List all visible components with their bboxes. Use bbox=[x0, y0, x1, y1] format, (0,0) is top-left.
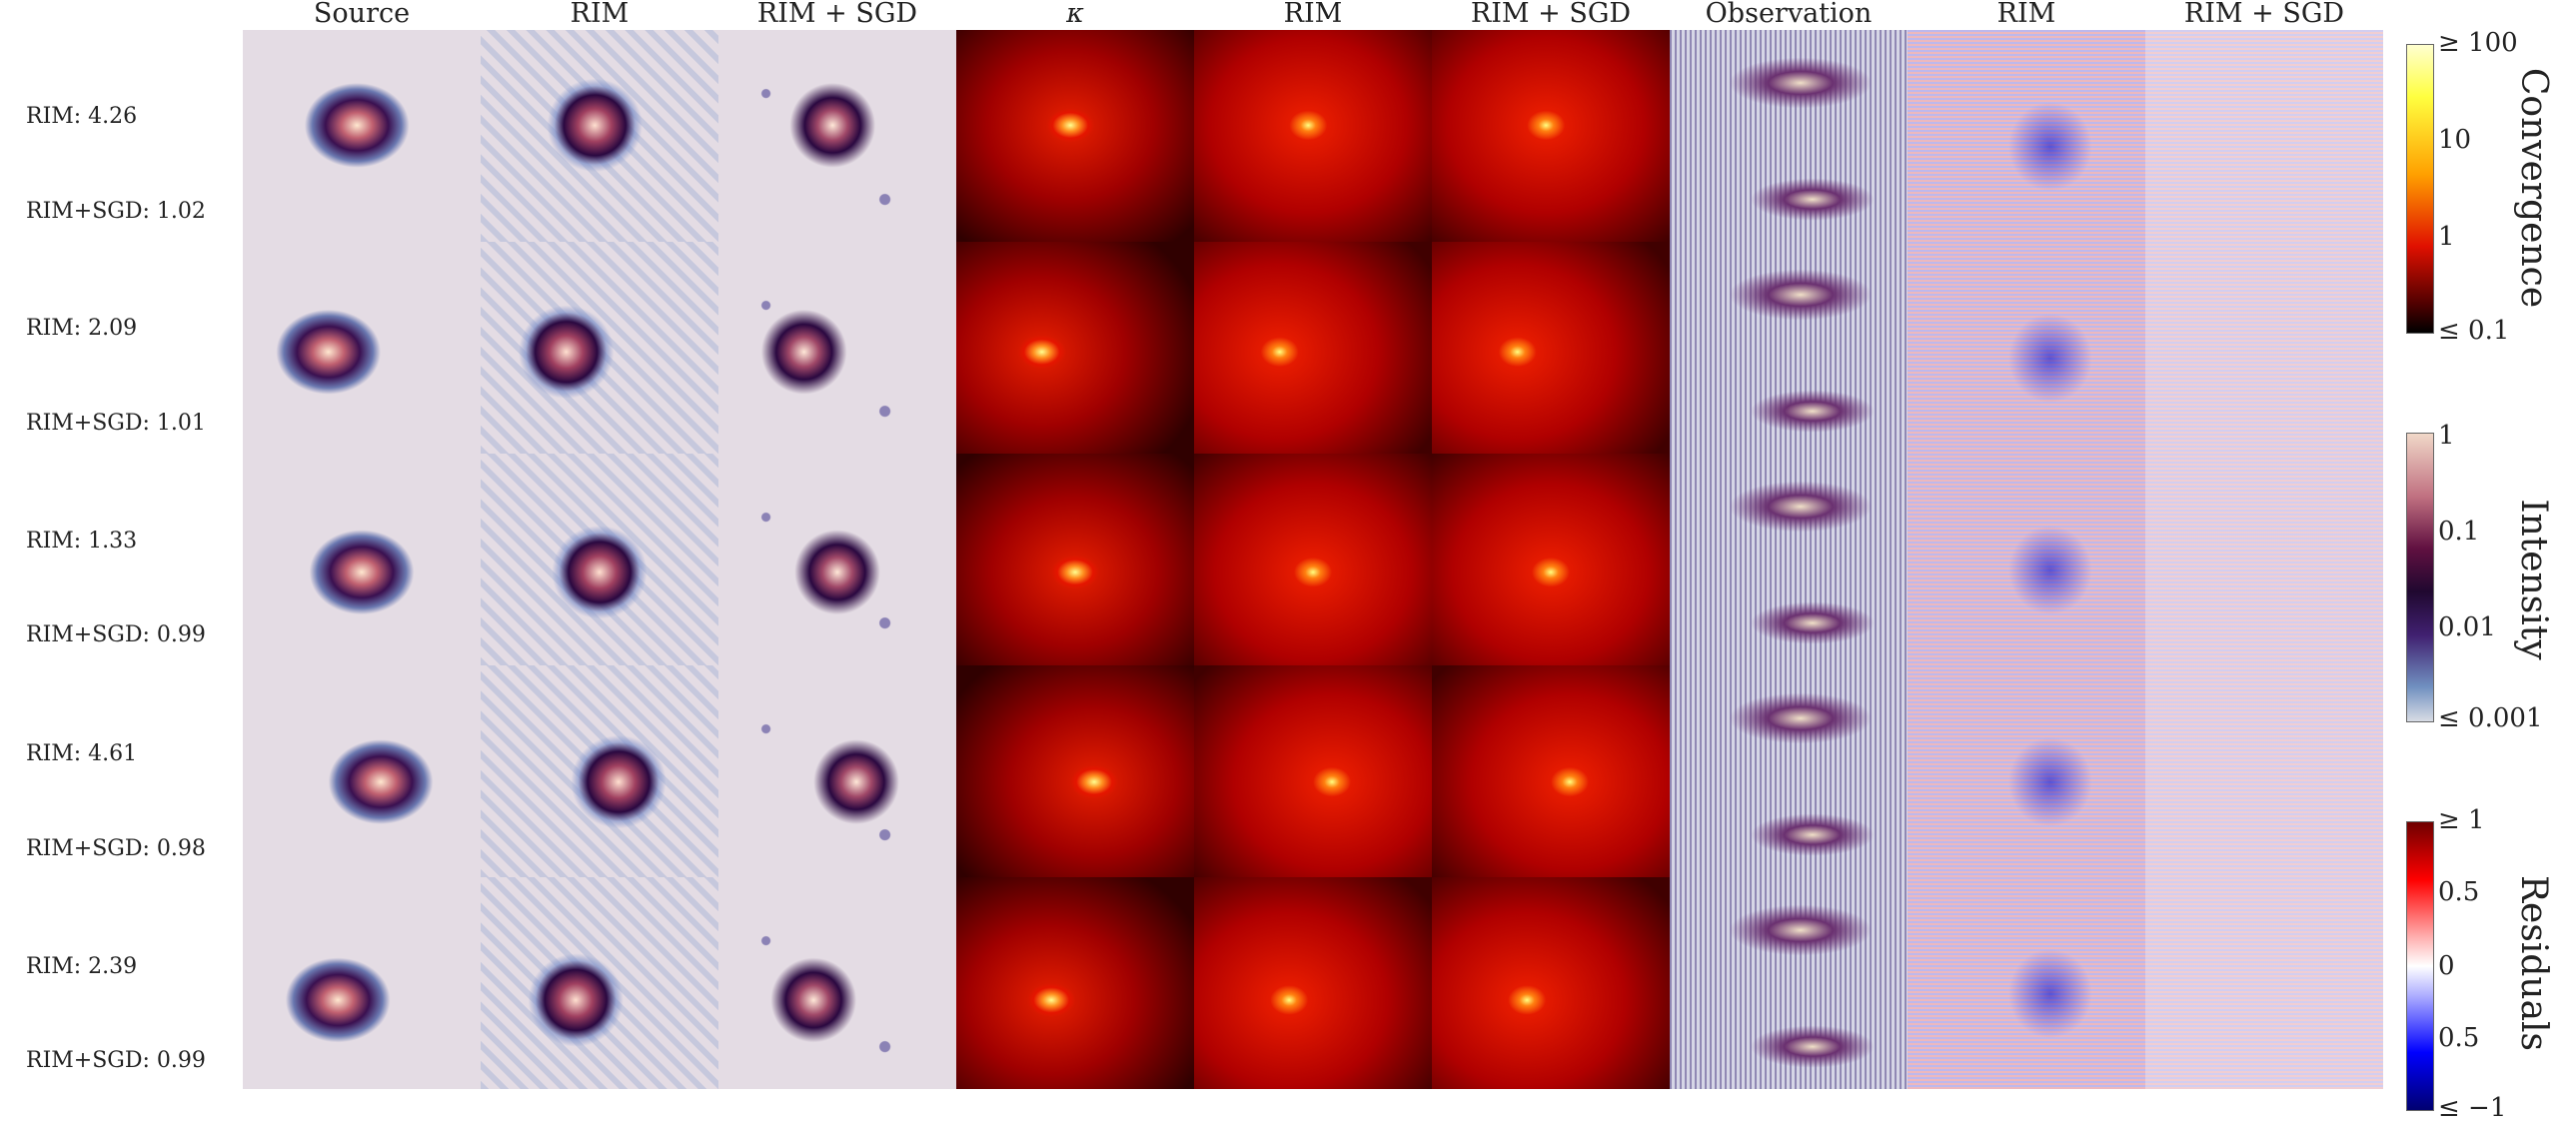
intensity-colorbar bbox=[2406, 433, 2434, 722]
row-4-rim-label: RIM: 4.61 bbox=[26, 741, 138, 766]
panel-row-2-rim-kappa bbox=[1194, 242, 1432, 454]
header-rim-kappa: RIM bbox=[1283, 0, 1343, 29]
panel-row-2-rimsgd-kappa bbox=[1432, 242, 1670, 454]
panel-row-5-rimsgd-source bbox=[718, 877, 956, 1089]
panel-row-1-rim-kappa bbox=[1194, 30, 1432, 242]
panel-row-1-observation bbox=[1670, 30, 1908, 242]
panel-row-4-rim-kappa bbox=[1194, 665, 1432, 877]
convergence-title: Convergence bbox=[2513, 67, 2554, 309]
panel-row-4-rimsgd-source bbox=[718, 665, 956, 877]
panel-row-4-rimsgd-kappa bbox=[1432, 665, 1670, 877]
header-rim-source: RIM bbox=[570, 0, 630, 29]
residuals-colorbar bbox=[2406, 821, 2434, 1111]
row-4-rimsgd-label: RIM+SGD: 0.98 bbox=[26, 836, 206, 861]
panel-row-4-kappa bbox=[956, 665, 1194, 877]
row-1-rim-label: RIM: 4.26 bbox=[26, 104, 138, 129]
panel-row-5-rim-kappa bbox=[1194, 877, 1432, 1089]
convergence-tick-3: 1 bbox=[2438, 222, 2455, 252]
intensity-tick-2: 0.1 bbox=[2438, 517, 2480, 547]
panel-row-4-rim-source bbox=[481, 665, 718, 877]
panel-row-3-source bbox=[243, 454, 481, 665]
row-5-rim-label: RIM: 2.39 bbox=[26, 954, 138, 979]
header-rimsgd-kappa: RIM + SGD bbox=[1470, 0, 1632, 29]
row-3-rimsgd-label: RIM+SGD: 0.99 bbox=[26, 622, 206, 647]
panel-row-5-rimsgd-residual bbox=[2145, 877, 2383, 1089]
residuals-tick-2: 0.5 bbox=[2438, 877, 2480, 907]
panel-row-5-kappa bbox=[956, 877, 1194, 1089]
panel-row-4-rimsgd-residual bbox=[2145, 665, 2383, 877]
panel-row-1-rimsgd-source bbox=[718, 30, 956, 242]
intensity-tick-1: 1 bbox=[2438, 421, 2455, 451]
panel-row-3-rimsgd-residual bbox=[2145, 454, 2383, 665]
panel-row-4-source bbox=[243, 665, 481, 877]
intensity-tick-3: 0.01 bbox=[2438, 612, 2496, 642]
residuals-tick-3: 0 bbox=[2438, 951, 2455, 981]
panel-row-3-rim-residual bbox=[1908, 454, 2145, 665]
panel-row-3-rim-kappa bbox=[1194, 454, 1432, 665]
panel-row-3-kappa bbox=[956, 454, 1194, 665]
panel-row-1-source bbox=[243, 30, 481, 242]
panel-row-1-rimsgd-kappa bbox=[1432, 30, 1670, 242]
header-kappa: κ bbox=[1066, 0, 1084, 29]
panel-row-2-kappa bbox=[956, 242, 1194, 454]
panel-row-4-observation bbox=[1670, 665, 1908, 877]
panel-row-5-rimsgd-kappa bbox=[1432, 877, 1670, 1089]
panel-row-5-rim-source bbox=[481, 877, 718, 1089]
panel-row-1-kappa bbox=[956, 30, 1194, 242]
header-observation: Observation bbox=[1705, 0, 1873, 29]
convergence-tick-4: ≤ 0.1 bbox=[2438, 316, 2510, 346]
residuals-tick-1: ≥ 1 bbox=[2438, 805, 2485, 835]
row-2-rim-label: RIM: 2.09 bbox=[26, 316, 138, 341]
panel-row-3-rim-source bbox=[481, 454, 718, 665]
panel-row-5-rim-residual bbox=[1908, 877, 2145, 1089]
residuals-title: Residuals bbox=[2513, 874, 2554, 1052]
panel-row-2-rim-source bbox=[481, 242, 718, 454]
header-source: Source bbox=[313, 0, 411, 29]
residuals-tick-5: ≤ −1 bbox=[2438, 1093, 2507, 1123]
row-3-rim-label: RIM: 1.33 bbox=[26, 529, 138, 554]
panel-row-5-observation bbox=[1670, 877, 1908, 1089]
panel-row-1-rimsgd-residual bbox=[2145, 30, 2383, 242]
panel-row-2-observation bbox=[1670, 242, 1908, 454]
panel-row-5-source bbox=[243, 877, 481, 1089]
panel-row-3-observation bbox=[1670, 454, 1908, 665]
row-1-rimsgd-label: RIM+SGD: 1.02 bbox=[26, 199, 206, 224]
intensity-title: Intensity bbox=[2513, 499, 2554, 660]
convergence-tick-1: ≥ 100 bbox=[2438, 28, 2518, 58]
header-rim-residual: RIM bbox=[1996, 0, 2056, 29]
residuals-tick-4: 0.5 bbox=[2438, 1023, 2480, 1053]
header-rimsgd-source: RIM + SGD bbox=[756, 0, 918, 29]
row-2-rimsgd-label: RIM+SGD: 1.01 bbox=[26, 411, 206, 436]
panel-row-2-rim-residual bbox=[1908, 242, 2145, 454]
panel-row-1-rim-residual bbox=[1908, 30, 2145, 242]
panel-row-1-rim-source bbox=[481, 30, 718, 242]
header-rimsgd-residual: RIM + SGD bbox=[2183, 0, 2345, 29]
panel-row-2-source bbox=[243, 242, 481, 454]
panel-row-2-rimsgd-residual bbox=[2145, 242, 2383, 454]
panel-row-3-rimsgd-source bbox=[718, 454, 956, 665]
panel-row-2-rimsgd-source bbox=[718, 242, 956, 454]
panel-row-4-rim-residual bbox=[1908, 665, 2145, 877]
convergence-tick-2: 10 bbox=[2438, 125, 2472, 155]
row-5-rimsgd-label: RIM+SGD: 0.99 bbox=[26, 1048, 206, 1073]
panel-row-3-rimsgd-kappa bbox=[1432, 454, 1670, 665]
intensity-tick-4: ≤ 0.001 bbox=[2438, 703, 2543, 733]
convergence-colorbar bbox=[2406, 44, 2434, 334]
